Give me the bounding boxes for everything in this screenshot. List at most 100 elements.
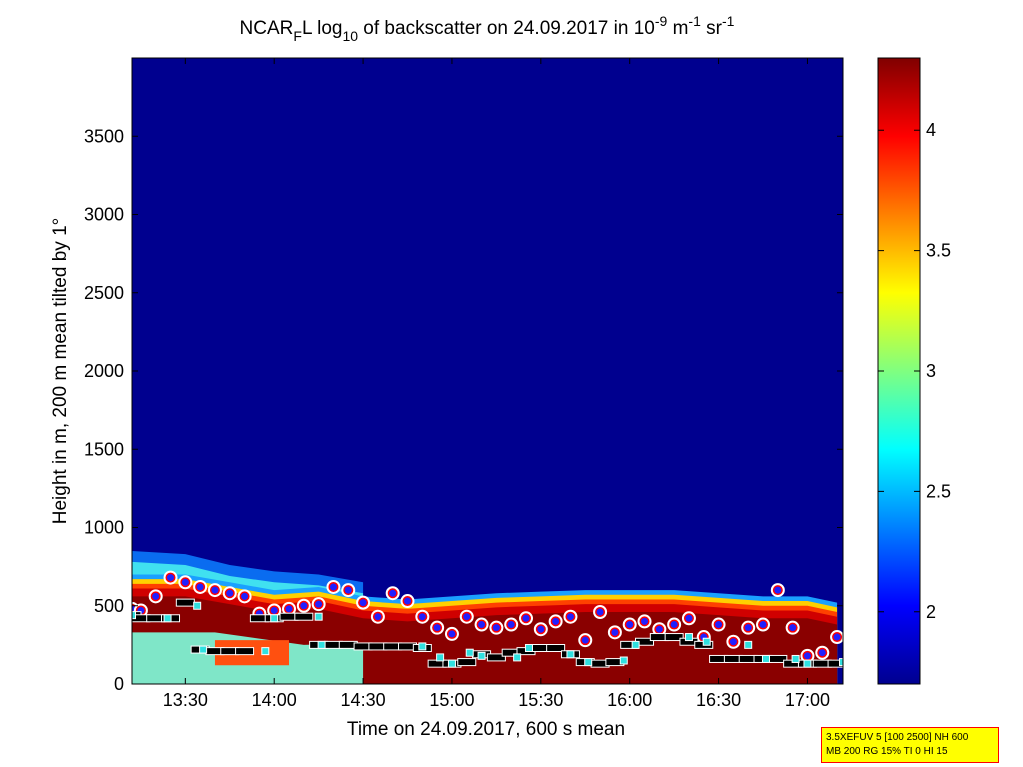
title-part: sr [701, 18, 723, 39]
y-tick-label: 1000 [84, 518, 124, 538]
cloud-base-marker [513, 653, 522, 662]
layer-point-core [566, 613, 574, 621]
info-line-2: MB 200 RG 15% TI 0 HI 15 [826, 746, 948, 757]
colorbar-tick-label: 3 [926, 361, 936, 381]
x-tick-label: 17:00 [785, 690, 830, 710]
layer-point-core [344, 586, 352, 594]
x-tick-label: 16:30 [696, 690, 741, 710]
y-tick-label: 2500 [84, 283, 124, 303]
cloud-base-marker [684, 633, 693, 642]
layer-point-core [374, 613, 382, 621]
cloud-base-marker [702, 637, 711, 646]
layer-point-core [507, 621, 515, 629]
cloud-base-marker [132, 611, 136, 620]
y-tick-label: 1500 [84, 439, 124, 459]
title-part: NCAR [240, 18, 294, 39]
y-tick-label: 500 [94, 596, 124, 616]
layer-point-core [359, 599, 367, 607]
cloud-base-marker [761, 654, 770, 663]
y-tick-label: 2000 [84, 361, 124, 381]
info-line-1: 3.5XEFUV 5 [100 2500] NH 600 [826, 732, 969, 743]
layer-point-core [685, 614, 693, 622]
colorbar-axis: 2 2.5 3 3.5 4 [878, 120, 951, 622]
title-subscript: 10 [342, 28, 358, 44]
colorbar-tick-label: 2 [926, 602, 936, 622]
cloud-base-marker [193, 601, 202, 610]
cloud-base-marker [163, 614, 172, 623]
cloud-base-marker [803, 659, 812, 668]
cloud-base-marker [436, 653, 445, 662]
cloud-base-marker [566, 650, 575, 659]
cloud-base-marker [791, 654, 800, 663]
cloud-base-marker [447, 659, 456, 668]
layer-point-core [300, 602, 308, 610]
colorbar [877, 57, 921, 685]
mixing-height-segment [486, 653, 506, 662]
info-box: 3.5XEFUV 5 [100 2500] NH 600 MB 200 RG 1… [821, 727, 999, 763]
layer-point-core [803, 652, 811, 660]
layer-point-core [715, 621, 723, 629]
layer-point-core [389, 589, 397, 597]
title-part: m [667, 18, 688, 39]
cloud-base-marker [584, 658, 593, 667]
title-superscript: -9 [655, 13, 668, 29]
layer-point-core [226, 589, 234, 597]
layer-point-core [492, 624, 500, 632]
cloud-base-marker [524, 644, 533, 653]
cloud-base-marker [270, 614, 279, 623]
layer-point-core [670, 621, 678, 629]
layer-point-core [641, 617, 649, 625]
x-tick-label: 16:00 [607, 690, 652, 710]
layer-point-core [759, 621, 767, 629]
layer-point-core [404, 597, 412, 605]
layer-point-core [285, 605, 293, 613]
plot-area [132, 58, 843, 684]
layer-point-core [270, 606, 278, 614]
layer-point-core [626, 621, 634, 629]
plot-content [132, 58, 843, 684]
cloud-base-marker [477, 651, 486, 660]
layer-point-core [833, 633, 841, 641]
layer-point-core [433, 624, 441, 632]
layer-point-core [463, 613, 471, 621]
cloud-base-marker [317, 640, 326, 649]
layer-point-core [789, 624, 797, 632]
title-superscript: -1 [722, 13, 735, 29]
x-tick-label: 15:00 [429, 690, 474, 710]
cloud-base-marker [631, 640, 640, 649]
y-axis-title: Height in m, 200 m mean tilted by 1° [50, 218, 71, 524]
x-tick-label: 15:30 [518, 690, 563, 710]
y-axis: 0 500 1000 1500 2000 2500 3000 3500 [84, 126, 843, 694]
title-superscript: -1 [688, 13, 701, 29]
cloud-base-marker [744, 640, 753, 649]
layer-point-core [611, 628, 619, 636]
layer-point-core [181, 578, 189, 586]
y-tick-label: 3000 [84, 205, 124, 225]
layer-point-core [418, 613, 426, 621]
cloud-base-marker [199, 645, 208, 654]
layer-point-core [655, 625, 663, 633]
cloud-base-marker [261, 647, 270, 656]
layer-point-core [596, 608, 604, 616]
mixing-height-segment [457, 658, 477, 667]
layer-point-core [241, 592, 249, 600]
colorbar-tick-label: 3.5 [926, 241, 951, 261]
mixing-height-segment [175, 598, 195, 607]
x-tick-label: 14:00 [252, 690, 297, 710]
layer-point-core [744, 624, 752, 632]
y-tick-label: 3500 [84, 126, 124, 146]
layer-point-core [818, 649, 826, 657]
mixing-height-segment [235, 647, 255, 656]
layer-point-core [329, 583, 337, 591]
svg-text:NCARFL log10 of backscatter on: NCARFL log10 of backscatter on 24.09.201… [240, 13, 735, 44]
layer-point-core [537, 625, 545, 633]
x-tick-label: 13:30 [163, 690, 208, 710]
title-part: L log [302, 18, 343, 39]
layer-point-core [581, 636, 589, 644]
title-subscript: F [293, 28, 302, 44]
layer-point-core [196, 583, 204, 591]
colorbar-tick-label: 2.5 [926, 481, 951, 501]
title-part: of backscatter on 24.09.2017 in 10 [358, 18, 655, 39]
layer-point-core [315, 600, 323, 608]
mixing-height-segment [664, 633, 684, 642]
